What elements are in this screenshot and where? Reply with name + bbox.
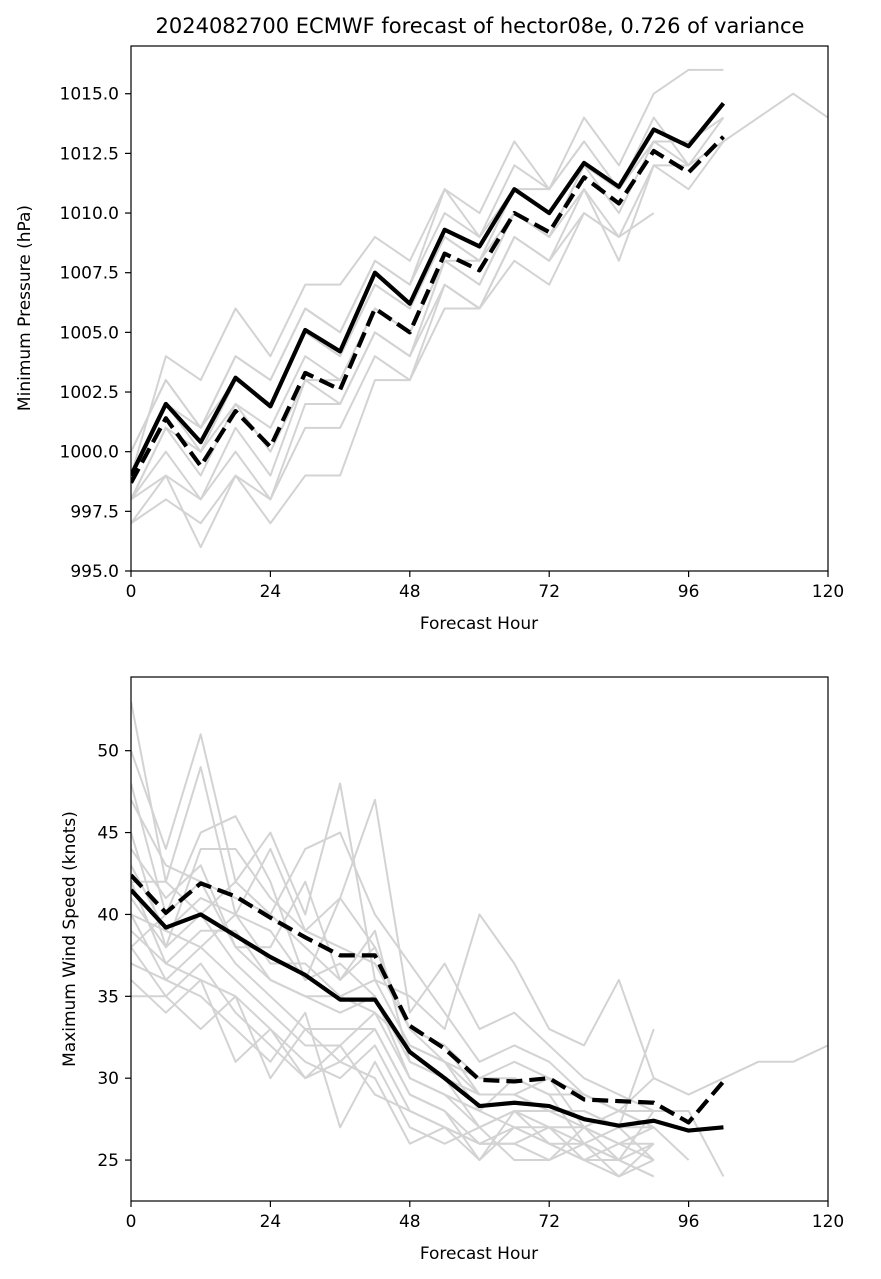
wind-y-tick-label: 35 bbox=[97, 987, 119, 1007]
pressure-x-tick-label: 96 bbox=[678, 582, 700, 602]
wind-ensemble-member-line bbox=[131, 978, 655, 1178]
wind-ensemble-member-line bbox=[131, 799, 690, 1161]
pressure-x-tick-label: 24 bbox=[260, 582, 282, 602]
pressure-y-tick-label: 1005.0 bbox=[60, 323, 119, 343]
pressure-ensemble-member-line bbox=[131, 92, 828, 453]
pressure-ensemble-member-line bbox=[131, 68, 724, 476]
pressure-ensemble-member-line bbox=[131, 140, 725, 549]
wind-x-tick-label: 24 bbox=[260, 1212, 282, 1232]
wind-x-tick-label: 72 bbox=[538, 1212, 560, 1232]
wind-ensemble-member-line bbox=[131, 832, 655, 1129]
pressure-dashed-mean-line bbox=[131, 135, 725, 484]
wind-y-tick-label: 45 bbox=[97, 824, 119, 844]
pressure-y-tick-label: 1015.0 bbox=[60, 85, 119, 105]
pressure-ensemble-member-line bbox=[131, 140, 725, 501]
pressure-x-tick-label: 120 bbox=[812, 582, 844, 602]
wind-solid-mean-line bbox=[131, 888, 724, 1133]
pressure-ensemble-member-line bbox=[131, 140, 655, 500]
wind-y-tick-label: 40 bbox=[97, 905, 119, 925]
pressure-ensemble-member-line bbox=[131, 212, 655, 525]
wind-y-tick-label: 25 bbox=[97, 1151, 119, 1171]
pressure-y-tick-label: 1010.0 bbox=[60, 204, 119, 224]
pressure-x-tick-label: 72 bbox=[538, 582, 560, 602]
pressure-y-tick-label: 1012.5 bbox=[60, 144, 119, 164]
pressure-solid-mean-line bbox=[131, 101, 726, 477]
wind-ensemble-member-line bbox=[131, 848, 654, 1145]
pressure-x-tick-label: 0 bbox=[126, 582, 137, 602]
wind-ensemble-member-line bbox=[131, 701, 828, 1112]
chart-title: 2024082700 ECMWF forecast of hector08e, … bbox=[156, 14, 805, 38]
wind-x-tick-label: 48 bbox=[399, 1212, 421, 1232]
wind-y-axis-label: Maximum Wind Speed (knots) bbox=[60, 811, 80, 1067]
pressure-y-tick-label: 1007.5 bbox=[60, 264, 119, 284]
pressure-y-axis-label: Minimum Pressure (hPa) bbox=[15, 205, 35, 411]
wind-y-tick-label: 30 bbox=[97, 1069, 119, 1089]
pressure-ensemble-member-line bbox=[131, 212, 620, 501]
pressure-x-tick-label: 48 bbox=[399, 582, 421, 602]
pressure-y-axis: 995.0 997.5 1000.0 1002.5 1005.0 1007.5 1010.0… bbox=[60, 85, 131, 582]
pressure-ensemble-member-line bbox=[131, 140, 585, 453]
pressure-x-axis-label: Forecast Hour bbox=[420, 614, 538, 634]
wind-y-axis: 25 30 35 40 45 50 bbox=[97, 742, 131, 1171]
wind-x-tick-label: 120 bbox=[812, 1212, 844, 1232]
wind-ensemble-member-line bbox=[131, 913, 655, 1178]
pressure-y-tick-label: 1002.5 bbox=[60, 383, 119, 403]
pressure-y-tick-label: 1000.0 bbox=[60, 443, 119, 463]
pressure-series-group bbox=[131, 68, 828, 549]
wind-plot-frame bbox=[130, 676, 829, 1202]
wind-x-axis: 0 24 48 72 96 120 bbox=[126, 1201, 844, 1232]
wind-x-axis-label: Forecast Hour bbox=[420, 1244, 538, 1264]
pressure-y-tick-label: 995.0 bbox=[70, 562, 119, 582]
pressure-plot-frame bbox=[130, 45, 829, 572]
wind-y-tick-label: 50 bbox=[97, 742, 119, 762]
pressure-chart: 2024082700 ECMWF forecast of hector08e, … bbox=[15, 14, 844, 634]
wind-x-tick-label: 0 bbox=[126, 1212, 137, 1232]
wind-x-tick-label: 96 bbox=[678, 1212, 700, 1232]
wind-dashed-mean-line bbox=[131, 873, 726, 1125]
wind-ensemble-member-line bbox=[131, 946, 655, 1178]
pressure-y-tick-label: 997.5 bbox=[70, 502, 119, 522]
wind-series-group bbox=[131, 701, 828, 1178]
pressure-x-axis: 0 24 48 72 96 120 bbox=[126, 571, 844, 602]
